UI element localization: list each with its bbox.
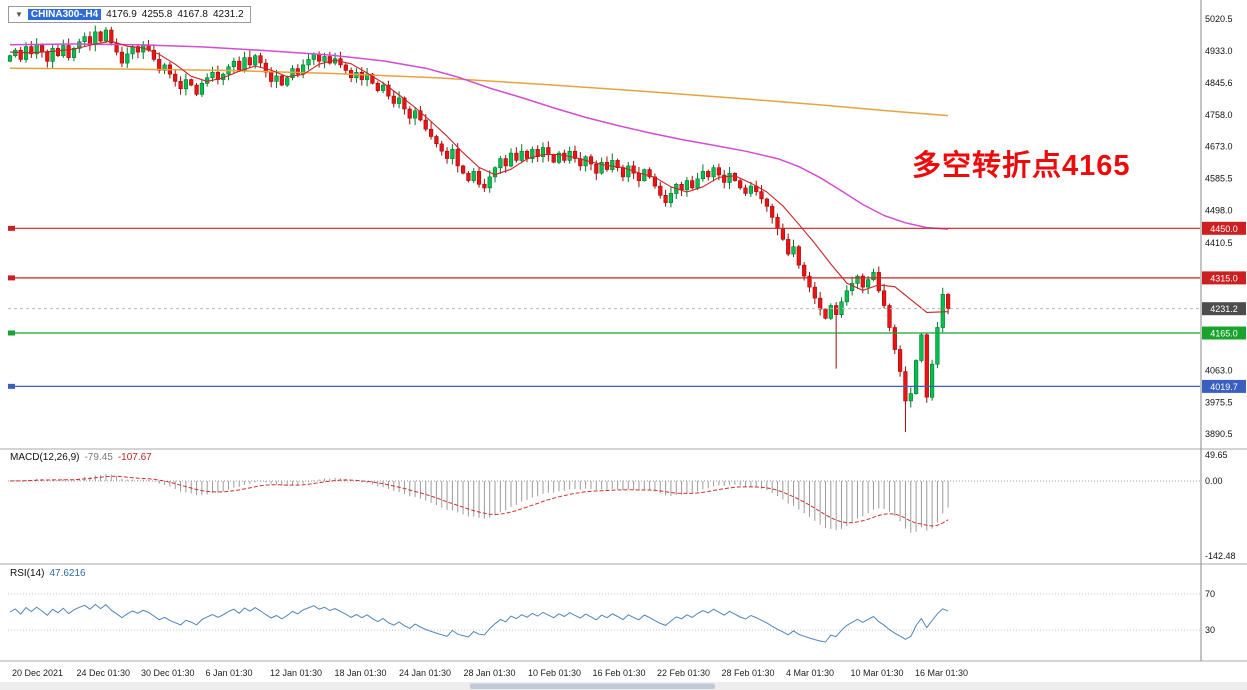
- x-axis-label: 28 Feb 01:30: [722, 668, 775, 678]
- svg-text:4165.0: 4165.0: [1210, 328, 1238, 338]
- ohlc-open: 4176.9: [106, 9, 137, 20]
- macd-axis-label: 49.65: [1205, 450, 1228, 460]
- price-badge-4315.0: 4315.0: [1202, 271, 1246, 285]
- price-axis-tick: 3890.5: [1205, 429, 1233, 439]
- price-axis-tick: 4933.0: [1205, 46, 1233, 56]
- ohlc-close: 4231.2: [212, 9, 244, 20]
- symbol-info-box[interactable]: ▼ CHINA300-.H4 4176.9 4255.8 4167.8 4231…: [8, 6, 251, 23]
- svg-text:4019.7: 4019.7: [1210, 382, 1238, 392]
- price-axis-tick: 5020.5: [1205, 14, 1233, 24]
- macd-axis-label: -142.48: [1205, 551, 1236, 561]
- macd-signal-line: [9, 475, 949, 527]
- x-axis-label: 6 Jan 01:30: [206, 668, 253, 678]
- hline-handle[interactable]: [8, 330, 15, 336]
- annotation-text: 多空转折点4165: [912, 150, 1131, 182]
- svg-text:4231.2: 4231.2: [1210, 304, 1238, 314]
- price-axis-tick: 4758.0: [1205, 110, 1233, 120]
- ma-mid-magenta: [9, 43, 949, 230]
- macd-histogram: [14, 473, 949, 533]
- macd-name: MACD(12,26,9): [10, 452, 80, 463]
- macd-main-value: -79.45: [84, 452, 113, 463]
- h-scrollbar-thumb[interactable]: [470, 683, 715, 690]
- rsi-name: RSI(14): [10, 568, 45, 579]
- svg-text:4315.0: 4315.0: [1210, 273, 1238, 283]
- hline-handle[interactable]: [8, 275, 15, 281]
- macd-axis-label: 0.00: [1205, 476, 1223, 486]
- macd-indicator-label: MACD(12,26,9) -79.45 -107.67: [10, 452, 152, 463]
- x-axis-label: 20 Dec 2021: [12, 668, 63, 678]
- price-axis-tick: 3975.5: [1205, 398, 1233, 408]
- x-axis-label: 12 Jan 01:30: [270, 668, 322, 678]
- x-axis-label: 10 Mar 01:30: [851, 668, 904, 678]
- x-axis-label: 24 Jan 01:30: [399, 668, 451, 678]
- rsi-axis-label: 30: [1205, 625, 1215, 635]
- price-axis-tick: 4410.5: [1205, 238, 1233, 248]
- x-axis-label: 24 Dec 01:30: [77, 668, 131, 678]
- hline-handle[interactable]: [8, 383, 15, 389]
- svg-text:4450.0: 4450.0: [1210, 224, 1238, 234]
- x-axis-label: 18 Jan 01:30: [335, 668, 387, 678]
- rsi-indicator-label: RSI(14) 47.6216: [10, 568, 86, 579]
- price-axis-tick: 4498.0: [1205, 206, 1233, 216]
- x-axis-label: 22 Feb 01:30: [657, 668, 710, 678]
- price-axis-tick: 4063.0: [1205, 365, 1233, 375]
- price-badge-4019.7: 4019.7: [1202, 379, 1246, 393]
- price-axis-tick: 4585.5: [1205, 174, 1233, 184]
- rsi-axis-label: 70: [1205, 589, 1215, 599]
- ohlc-low: 4167.8: [177, 9, 208, 20]
- x-axis-label: 10 Feb 01:30: [528, 668, 581, 678]
- ohlc-high: 4255.8: [141, 9, 173, 20]
- hline-handle[interactable]: [8, 225, 15, 231]
- x-axis-label: 4 Mar 01:30: [786, 668, 834, 678]
- x-axis-label: 28 Jan 01:30: [464, 668, 516, 678]
- price-badge-4450.0: 4450.0: [1202, 221, 1246, 235]
- ma-fast-red: [9, 40, 949, 313]
- x-axis-label: 30 Dec 01:30: [141, 668, 195, 678]
- macd-signal-value: -107.67: [117, 452, 152, 463]
- chevron-down-icon[interactable]: ▼: [15, 10, 23, 19]
- x-axis-label: 16 Mar 01:30: [915, 668, 968, 678]
- rsi-value: 47.6216: [49, 568, 86, 579]
- price-axis-tick: 4673.0: [1205, 141, 1233, 151]
- symbol-label: CHINA300-.H4: [27, 9, 102, 20]
- rsi-line: [9, 603, 949, 643]
- price-axis-tick: 4845.6: [1205, 78, 1233, 88]
- price-badge-4165.0: 4165.0: [1202, 326, 1246, 340]
- price-badge-4231.2: 4231.2: [1202, 302, 1246, 316]
- x-axis-label: 16 Feb 01:30: [593, 668, 646, 678]
- ma-slow-orange: [9, 67, 949, 117]
